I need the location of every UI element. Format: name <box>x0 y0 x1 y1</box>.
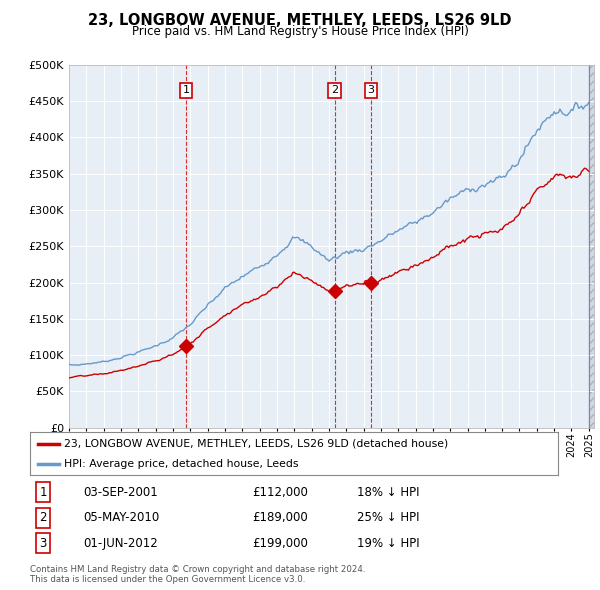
Text: £199,000: £199,000 <box>252 537 308 550</box>
Text: £189,000: £189,000 <box>252 511 308 525</box>
Text: Contains HM Land Registry data © Crown copyright and database right 2024.: Contains HM Land Registry data © Crown c… <box>30 565 365 573</box>
Text: £112,000: £112,000 <box>252 486 308 499</box>
Text: 3: 3 <box>367 86 374 96</box>
Text: 3: 3 <box>40 537 47 550</box>
Text: 23, LONGBOW AVENUE, METHLEY, LEEDS, LS26 9LD (detached house): 23, LONGBOW AVENUE, METHLEY, LEEDS, LS26… <box>64 438 449 448</box>
Text: Price paid vs. HM Land Registry's House Price Index (HPI): Price paid vs. HM Land Registry's House … <box>131 25 469 38</box>
Text: 1: 1 <box>40 486 47 499</box>
Text: 18% ↓ HPI: 18% ↓ HPI <box>358 486 420 499</box>
Text: 23, LONGBOW AVENUE, METHLEY, LEEDS, LS26 9LD: 23, LONGBOW AVENUE, METHLEY, LEEDS, LS26… <box>88 13 512 28</box>
Text: This data is licensed under the Open Government Licence v3.0.: This data is licensed under the Open Gov… <box>30 575 305 584</box>
Text: 03-SEP-2001: 03-SEP-2001 <box>83 486 158 499</box>
Text: 25% ↓ HPI: 25% ↓ HPI <box>358 511 420 525</box>
Text: 2: 2 <box>40 511 47 525</box>
Text: 05-MAY-2010: 05-MAY-2010 <box>83 511 159 525</box>
Text: 2: 2 <box>331 86 338 96</box>
Text: 19% ↓ HPI: 19% ↓ HPI <box>358 537 420 550</box>
Text: HPI: Average price, detached house, Leeds: HPI: Average price, detached house, Leed… <box>64 459 299 469</box>
Text: 1: 1 <box>182 86 190 96</box>
Text: 01-JUN-2012: 01-JUN-2012 <box>83 537 158 550</box>
